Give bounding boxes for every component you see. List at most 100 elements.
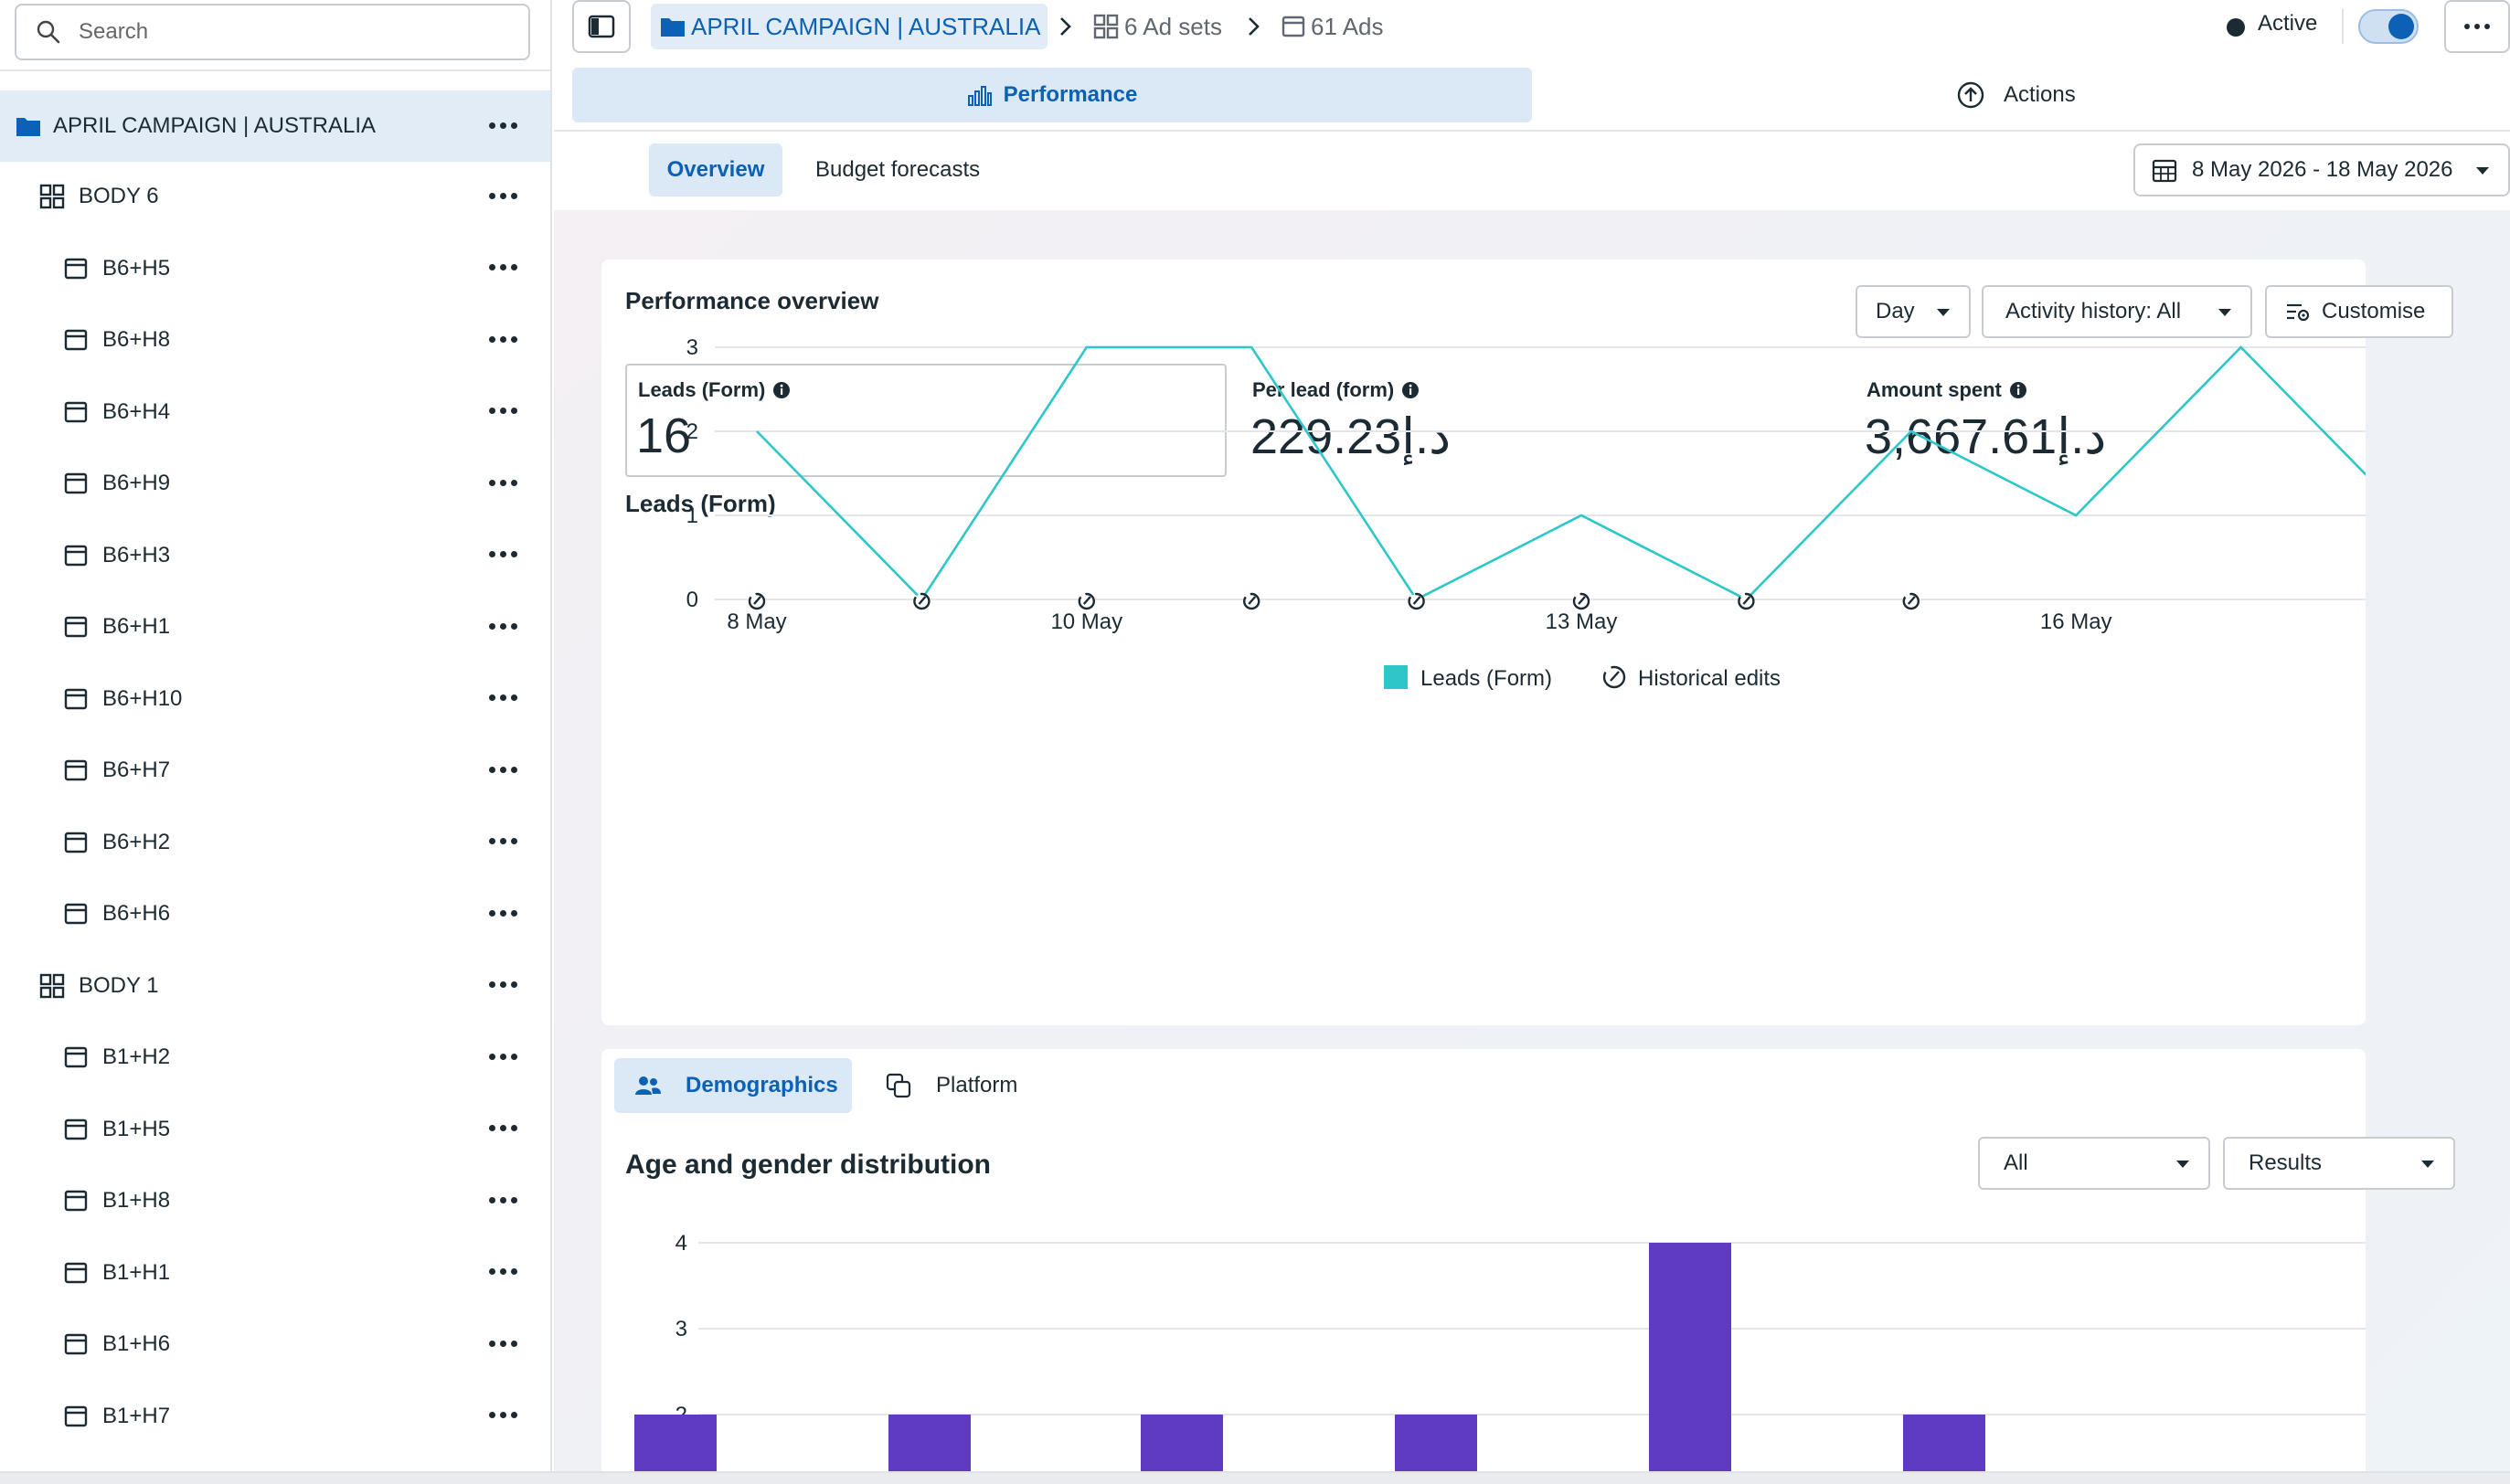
search-input[interactable]: Search (15, 4, 530, 60)
ad-icon (62, 326, 90, 354)
tab-budget-forecasts[interactable]: Budget forecasts (815, 157, 981, 182)
ad-icon (62, 613, 90, 641)
more-options-icon[interactable] (483, 753, 523, 786)
breadcrumb-campaign[interactable]: APRIL CAMPAIGN | AUSTRALIA (651, 4, 1048, 49)
historical-edit-marker[interactable] (748, 592, 766, 610)
sidebar-item-ad[interactable]: B6+H2 (0, 807, 550, 878)
campaign-active-toggle[interactable] (2358, 9, 2419, 44)
legend-item-leads[interactable]: Leads (Form) (1384, 665, 1552, 691)
historical-edit-marker[interactable] (1902, 592, 1920, 610)
sidebar-item-label: B1+H5 (102, 1116, 171, 1141)
historical-edit-marker[interactable] (1078, 592, 1095, 610)
sidebar-item-ad[interactable]: B6+H5 (0, 233, 550, 304)
historical-edit-marker[interactable] (1408, 592, 1425, 610)
folder-icon (15, 112, 42, 140)
sidebar-item-ad[interactable]: B6+H4 (0, 376, 550, 448)
more-options-icon[interactable] (483, 682, 523, 715)
sidebar-item-ad[interactable]: B1+H7 (0, 1381, 550, 1452)
more-options-icon[interactable] (483, 1256, 523, 1288)
legend-item-historical-edits[interactable]: Historical edits (1602, 665, 1781, 691)
platform-copy-icon (886, 1073, 911, 1098)
legend-label: Historical edits (1638, 666, 1781, 691)
tab-performance[interactable]: Performance (572, 68, 1532, 122)
historical-edit-marker[interactable] (1738, 592, 1755, 610)
metric-selected-box[interactable] (625, 364, 1227, 477)
historical-edit-marker[interactable] (913, 592, 931, 610)
metric-filter-label: Results (2249, 1150, 2323, 1175)
sidebar-item-label: B1+H1 (102, 1259, 171, 1285)
divider (2342, 9, 2344, 44)
historical-edit-marker[interactable] (1243, 592, 1260, 610)
caret-down-icon (2421, 1161, 2434, 1168)
more-options-icon[interactable] (483, 969, 523, 1002)
audience-filter-label: All (2004, 1150, 2028, 1175)
metric-value-per-lead: 229.23د.إ (1250, 409, 1452, 464)
granularity-dropdown[interactable]: Day (1856, 285, 1971, 338)
more-options-icon[interactable] (483, 1327, 523, 1360)
breadcrumb-ads[interactable]: 61 Ads (1282, 4, 1384, 49)
y-tick-label: 3 (675, 1317, 687, 1341)
sidebar-item-campaign[interactable]: APRIL CAMPAIGN | AUSTRALIA (0, 90, 550, 162)
metric-filter-dropdown[interactable]: Results (2223, 1137, 2455, 1190)
sidebar-item-ad[interactable]: B6+H9 (0, 448, 550, 519)
more-options-icon[interactable] (483, 825, 523, 858)
sidebar-item-ad[interactable]: B6+H7 (0, 735, 550, 806)
legend-swatch (1384, 665, 1408, 689)
bar[interactable] (1649, 1243, 1731, 1484)
people-icon (635, 1076, 661, 1095)
more-options-icon[interactable] (483, 251, 523, 284)
more-options-icon[interactable] (483, 395, 523, 428)
tab-demographics[interactable]: Demographics (614, 1058, 852, 1113)
bottom-scrollbar[interactable] (0, 1471, 2510, 1484)
tab-overview[interactable]: Overview (649, 143, 782, 196)
activity-history-dropdown[interactable]: Activity history: All (1982, 285, 2252, 338)
ad-icon (62, 542, 90, 569)
ad-icon (62, 1259, 90, 1287)
more-options-icon[interactable] (483, 109, 523, 142)
sidebar-toggle-button[interactable] (572, 0, 631, 53)
more-options-icon[interactable] (483, 1183, 523, 1216)
more-options-icon[interactable] (483, 610, 523, 642)
sidebar-item-ad[interactable]: B6+H10 (0, 663, 550, 735)
more-options-icon[interactable] (483, 538, 523, 571)
more-options-icon[interactable] (483, 466, 523, 499)
sidebar-item-label: B6+H6 (102, 901, 171, 926)
adset-grid-icon (38, 972, 66, 1000)
historical-edit-marker[interactable] (1572, 592, 1590, 610)
metric-value-amount-spent: 3,667.61د.إ (1865, 409, 2107, 464)
sidebar-item-ad[interactable]: B1+H1 (0, 1237, 550, 1309)
tab-platform[interactable]: Platform (885, 1058, 1017, 1113)
sidebar-item-ad[interactable]: B1+H2 (0, 1022, 550, 1093)
sidebar-item-ad[interactable]: B6+H1 (0, 591, 550, 662)
sidebar-item-label: BODY 1 (79, 972, 159, 998)
sidebar-item-ad[interactable]: B1+H6 (0, 1309, 550, 1380)
sidebar-item-ad[interactable]: B6+H3 (0, 520, 550, 591)
breadcrumb-adsets[interactable]: 6 Ad sets (1093, 4, 1222, 49)
sidebar-item-adset[interactable]: BODY 6 (0, 161, 550, 232)
date-range-picker[interactable]: 8 May 2026 - 18 May 2026 (2133, 143, 2510, 196)
more-options-icon[interactable] (483, 1399, 523, 1432)
sidebar-item-label: B6+H5 (102, 255, 171, 281)
sidebar-item-label: B6+H7 (102, 758, 171, 782)
caret-down-icon (2176, 1161, 2189, 1168)
audience-filter-dropdown[interactable]: All (1978, 1137, 2210, 1190)
more-options-icon[interactable] (483, 179, 523, 212)
more-options-icon[interactable] (483, 323, 523, 355)
sidebar-item-ad[interactable]: B6+H6 (0, 878, 550, 949)
sidebar-item-label: B1+H7 (102, 1403, 171, 1428)
more-options-icon[interactable] (483, 1112, 523, 1145)
customise-button[interactable]: Customise (2265, 285, 2453, 338)
more-options-icon[interactable] (483, 896, 523, 929)
sidebar-item-ad[interactable]: B1+H5 (0, 1094, 550, 1165)
sidebar-item-ad[interactable]: B1+H8 (0, 1165, 550, 1236)
more-options-icon[interactable] (483, 1040, 523, 1073)
series-line-leads (756, 345, 2366, 602)
sidebar-item-adset[interactable]: BODY 1 (0, 950, 550, 1022)
ad-icon (62, 757, 90, 784)
tab-actions[interactable]: Actions (1956, 73, 2076, 117)
chevron-right-icon (1249, 17, 1260, 36)
more-options-button[interactable] (2444, 0, 2510, 53)
granularity-label: Day (1876, 299, 1915, 323)
tab-demographics-label: Demographics (686, 1073, 838, 1097)
sidebar-item-ad[interactable]: B6+H8 (0, 304, 550, 376)
